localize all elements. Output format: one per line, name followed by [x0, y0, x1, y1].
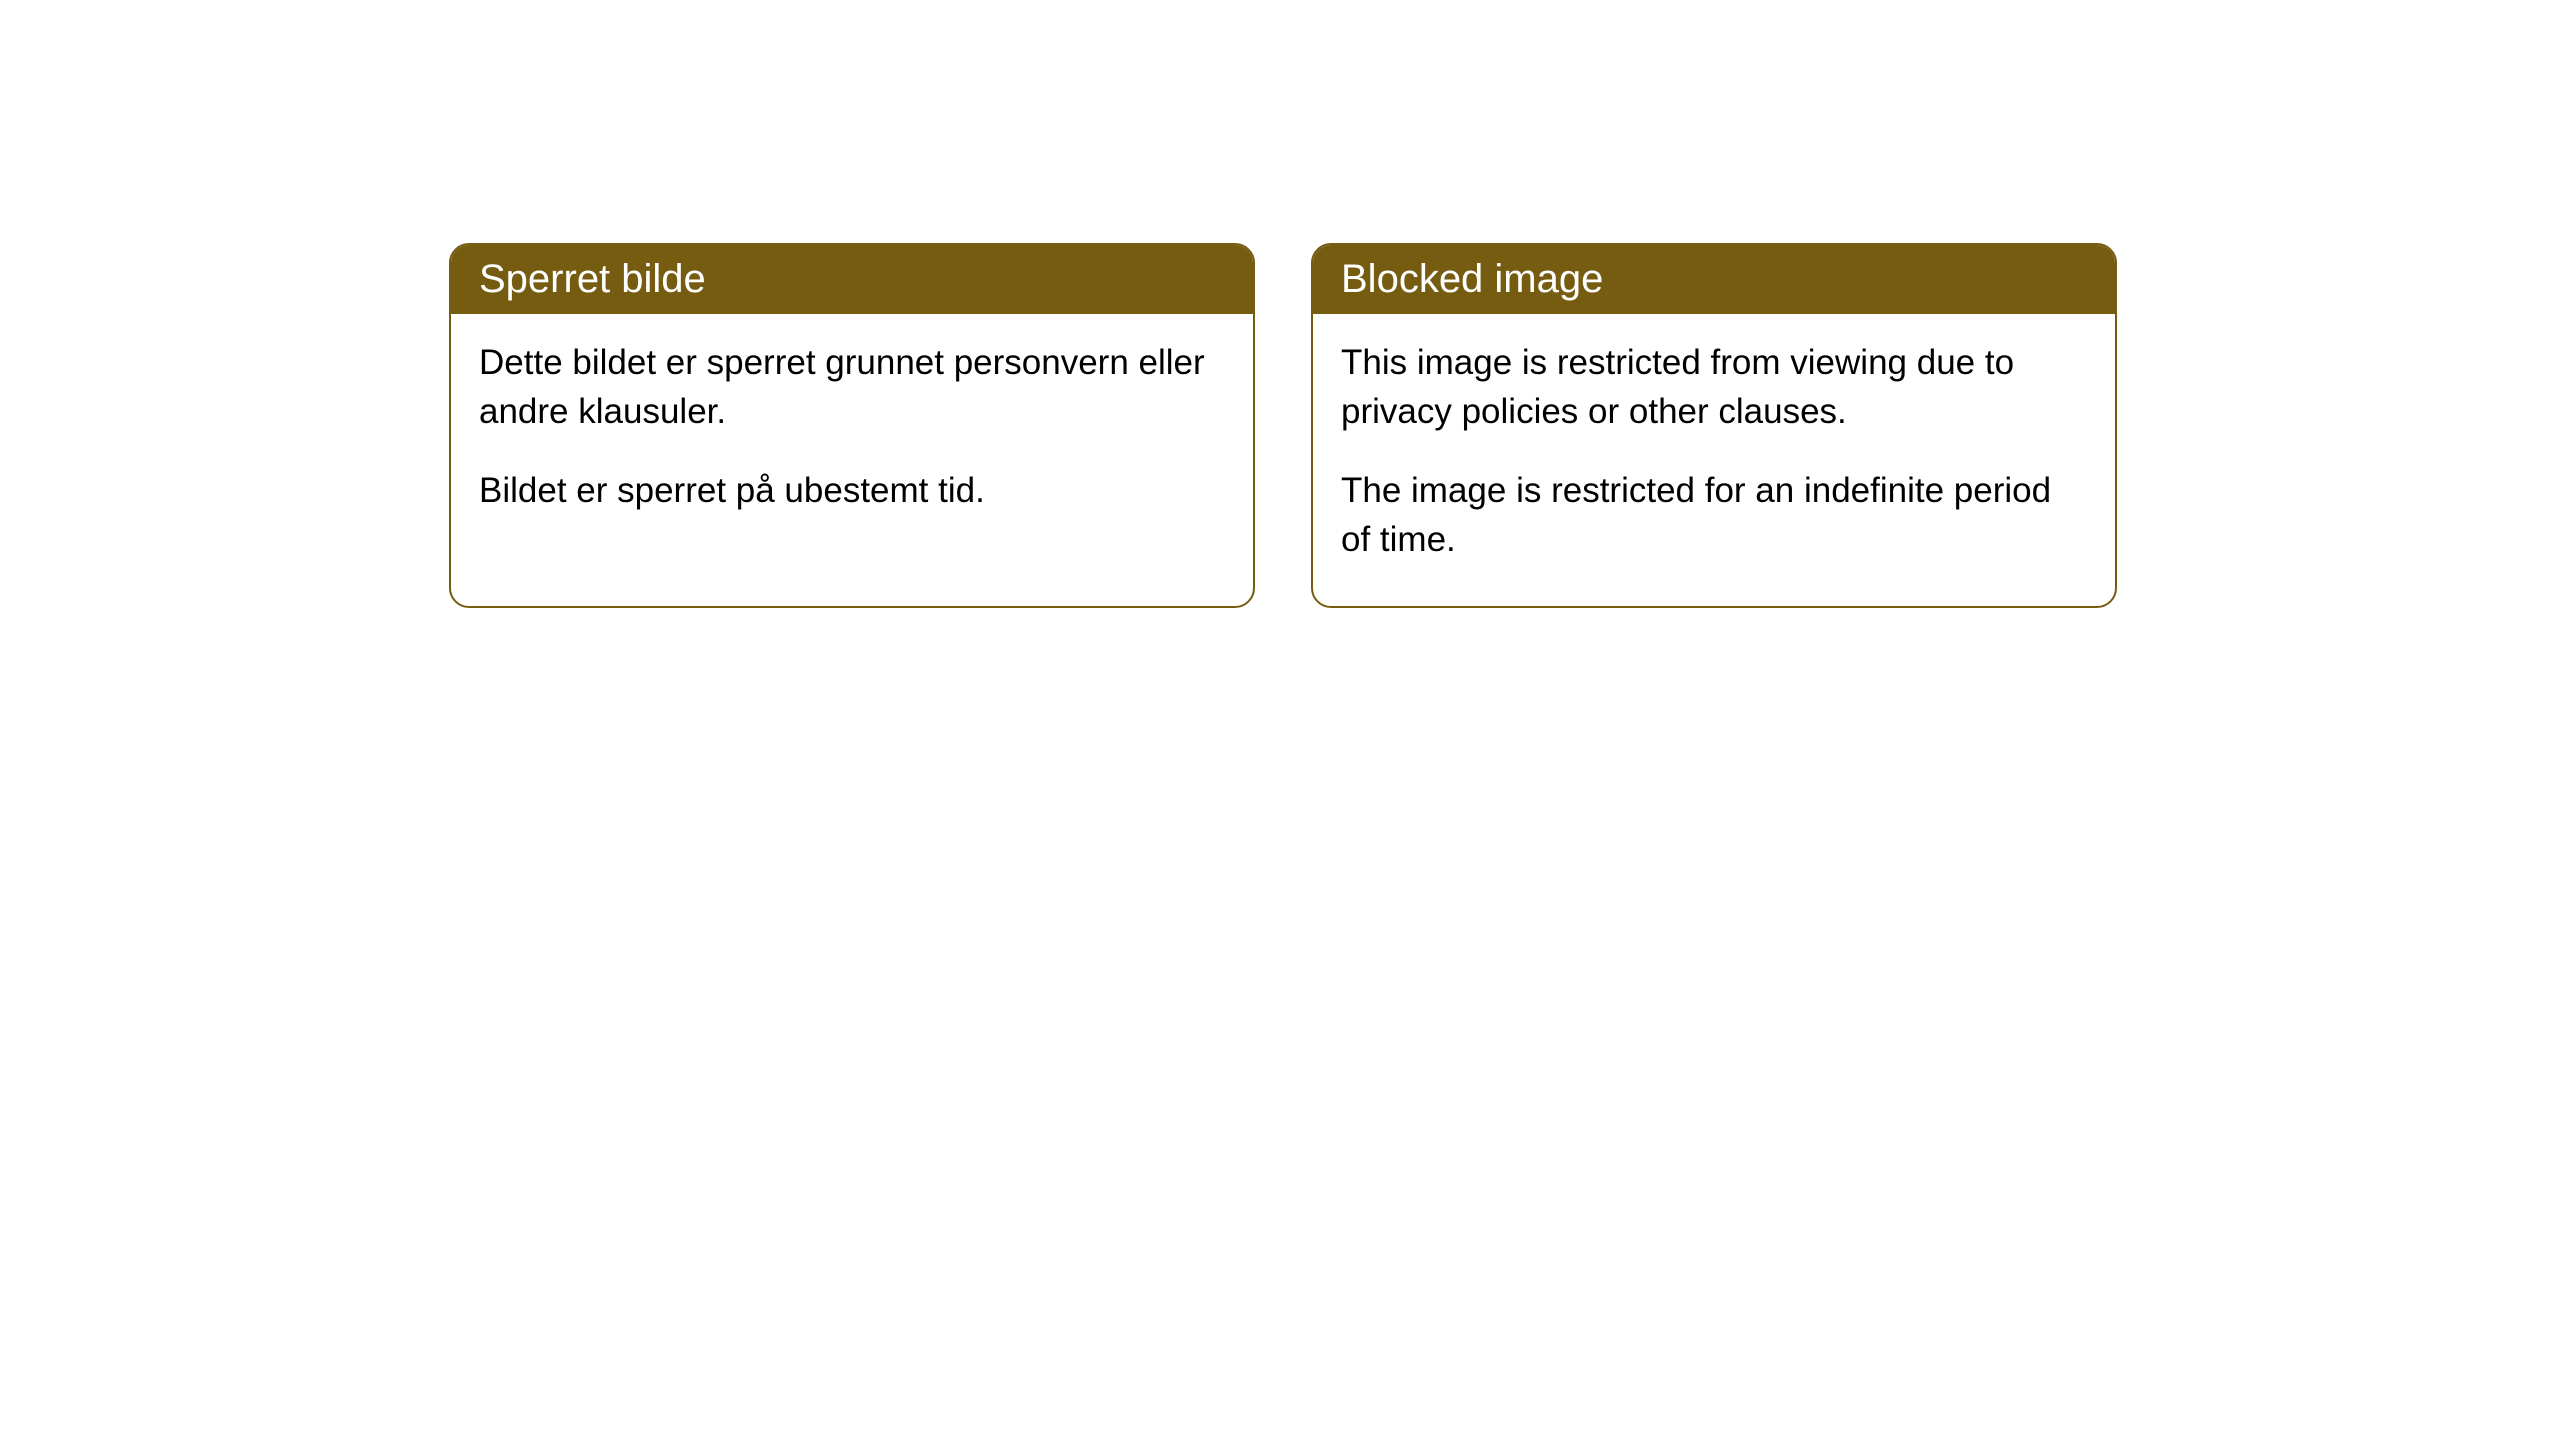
card-body-english: This image is restricted from viewing du…	[1313, 314, 2115, 606]
card-header-english: Blocked image	[1313, 245, 2115, 314]
card-norwegian: Sperret bilde Dette bildet er sperret gr…	[449, 243, 1255, 608]
card-para-1-english: This image is restricted from viewing du…	[1341, 338, 2087, 436]
card-para-1-norwegian: Dette bildet er sperret grunnet personve…	[479, 338, 1225, 436]
card-english: Blocked image This image is restricted f…	[1311, 243, 2117, 608]
card-para-2-norwegian: Bildet er sperret på ubestemt tid.	[479, 466, 1225, 515]
card-body-norwegian: Dette bildet er sperret grunnet personve…	[451, 314, 1253, 557]
cards-container: Sperret bilde Dette bildet er sperret gr…	[0, 0, 2560, 608]
card-header-norwegian: Sperret bilde	[451, 245, 1253, 314]
card-para-2-english: The image is restricted for an indefinit…	[1341, 466, 2087, 564]
